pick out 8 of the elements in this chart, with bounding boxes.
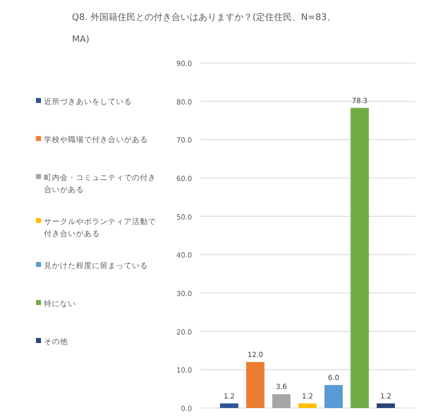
bar bbox=[220, 403, 238, 408]
bar bbox=[376, 403, 395, 408]
bar bbox=[298, 403, 317, 408]
bar bbox=[350, 108, 369, 408]
bar bbox=[272, 394, 291, 408]
chart-title: Q8. 外国籍住民との付き合いはありますか？(定住住民、N=83、MA) bbox=[72, 13, 336, 45]
bar bbox=[246, 362, 264, 408]
bar bbox=[324, 385, 343, 408]
